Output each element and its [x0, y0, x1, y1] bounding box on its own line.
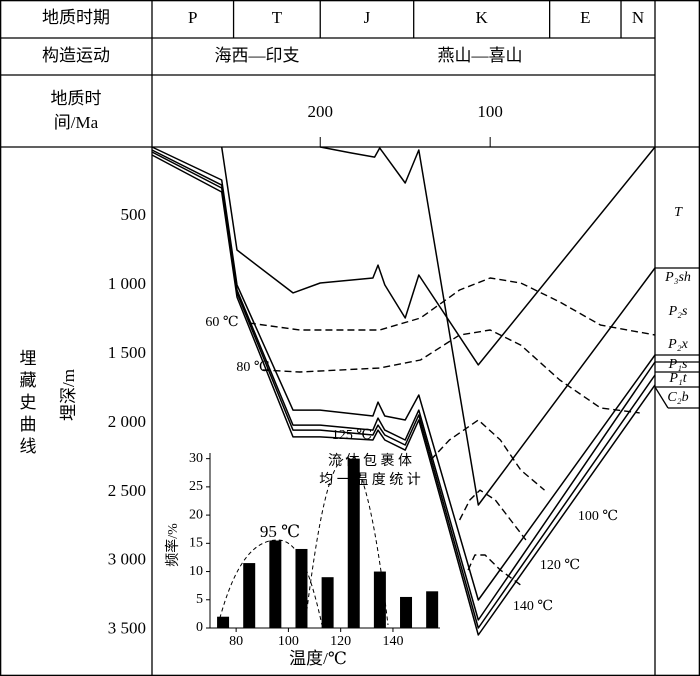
- y-tick-label: 3 500: [108, 619, 146, 638]
- burial-line: [262, 329, 640, 414]
- y-axis-label: 埋深/m: [59, 369, 78, 421]
- y-tick-label: 2 500: [108, 481, 146, 500]
- burial-line: [151, 151, 656, 629]
- bar: [295, 548, 308, 628]
- curve-label-char: 线: [20, 437, 37, 456]
- row-label: 地质时期: [42, 8, 110, 27]
- row-label: 地质时: [51, 89, 102, 108]
- curve-label-char: 埋: [20, 349, 37, 368]
- envelope-curve: [217, 539, 323, 626]
- inset-y-tick-label: 15: [189, 536, 203, 551]
- burial-line: [248, 277, 656, 336]
- inset-x-tick-label: 100: [278, 634, 299, 649]
- burial-line: [151, 146, 656, 601]
- period-label: J: [364, 8, 371, 27]
- strata-label: P₂x: [667, 337, 688, 352]
- strata-label: P₁t: [668, 371, 687, 386]
- y-tick-label: 1 500: [108, 343, 146, 362]
- strata-label: T: [674, 205, 683, 220]
- inset-x-tick-label: 140: [382, 634, 403, 649]
- y-tick-label: 1 000: [108, 274, 146, 293]
- inset-x-tick-label: 120: [330, 634, 351, 649]
- y-tick-label: 500: [121, 205, 147, 224]
- isotherm-label: 140 ℃: [513, 599, 553, 614]
- curve-label-char: 曲: [20, 415, 37, 434]
- envelope-curve: [304, 457, 389, 626]
- strata-label: P₂s: [668, 304, 688, 319]
- inset-title: 均 一 温 度 统 计: [319, 472, 421, 488]
- bar: [347, 458, 360, 628]
- y-tick-label: 2 000: [108, 412, 146, 431]
- row-label: 间/Ma: [54, 113, 99, 132]
- inset-y-label: 频率/%: [164, 523, 181, 567]
- burial-line: [320, 146, 656, 506]
- strata-label: C₂b: [667, 390, 688, 405]
- inset-x-label: 温度/℃: [289, 649, 347, 668]
- period-label: T: [272, 8, 283, 27]
- burial-line: [467, 554, 522, 586]
- burial-line: [151, 154, 656, 636]
- burial-line: [430, 419, 545, 491]
- x-tick-label: 100: [477, 102, 503, 121]
- inset-annotation: 95 ℃: [260, 522, 300, 541]
- bar: [217, 616, 230, 628]
- strata-label: P₁s: [668, 357, 688, 372]
- bar: [321, 577, 334, 628]
- strata-line: [654, 386, 669, 409]
- inset-y-tick-label: 5: [196, 592, 203, 607]
- isotherm-label: 120 ℃: [540, 558, 580, 573]
- period-label: N: [632, 8, 644, 27]
- inset-x-tick-label: 80: [229, 634, 243, 649]
- isotherm-label: 100 ℃: [578, 509, 618, 524]
- x-tick-label: 200: [307, 102, 333, 121]
- isotherm-label: 80 ℃: [236, 360, 269, 375]
- burial-line: [220, 146, 656, 366]
- y-tick-label: 3 000: [108, 550, 146, 569]
- bar: [269, 540, 282, 628]
- bar: [400, 596, 413, 628]
- period-label: K: [476, 8, 489, 27]
- inset-y-tick-label: 30: [189, 451, 203, 466]
- bar: [243, 563, 256, 628]
- row-label: 构造运动: [42, 46, 110, 65]
- inset-y-tick-label: 10: [189, 564, 203, 579]
- burial-line: [458, 489, 527, 541]
- isotherm-label: 125 ℃: [332, 428, 372, 443]
- curve-label-char: 史: [20, 393, 37, 412]
- inset-title: 流 体 包 裹 体: [328, 453, 412, 469]
- bar: [373, 571, 386, 628]
- inset-y-tick-label: 20: [189, 507, 203, 522]
- period-label: E: [580, 8, 590, 27]
- isotherm-label: 60 ℃: [205, 315, 238, 330]
- curve-label-char: 藏: [20, 371, 37, 390]
- period-label: P: [188, 8, 197, 27]
- inset-y-tick-label: 0: [196, 620, 203, 635]
- tectonic-label: 海西—印支: [215, 46, 300, 65]
- bar: [426, 591, 439, 628]
- burial-line: [151, 149, 656, 621]
- tectonic-label: 燕山—喜山: [438, 46, 523, 65]
- inset-y-tick-label: 25: [189, 479, 203, 494]
- strata-label: P₃sh: [664, 270, 691, 285]
